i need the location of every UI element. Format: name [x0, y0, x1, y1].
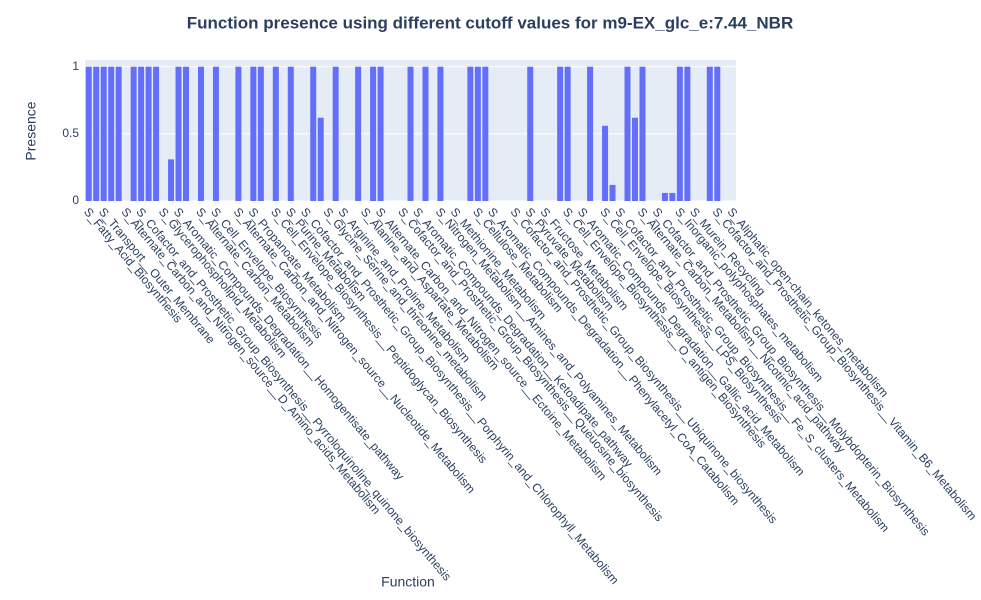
- bar: [587, 66, 594, 201]
- bar: [138, 66, 145, 201]
- y-axis-label: Presence: [23, 101, 39, 160]
- x-tick-label: S_Cofactor_and_Prosthetic_Group_Biosynth…: [650, 205, 933, 538]
- bar: [235, 66, 242, 201]
- bar: [377, 66, 384, 201]
- bar: [467, 66, 474, 201]
- bar: [437, 66, 444, 201]
- bar: [624, 66, 631, 201]
- bar: [714, 66, 721, 201]
- bar: [706, 66, 713, 201]
- bar: [257, 66, 264, 201]
- bar: [197, 66, 204, 201]
- y-tick-label: 0.5: [62, 126, 79, 140]
- bar: [332, 66, 339, 201]
- chart-title: Function presence using different cutoff…: [187, 13, 793, 32]
- bar: [212, 66, 219, 201]
- y-tick-label: 1: [72, 59, 79, 73]
- bar: [639, 66, 646, 201]
- bar: [183, 66, 190, 201]
- bar: [676, 66, 683, 201]
- bar: [272, 66, 279, 201]
- x-axis-label: Function: [381, 574, 435, 590]
- bar: [370, 66, 377, 201]
- y-tick-label: 0: [72, 193, 79, 207]
- bar: [631, 117, 638, 201]
- bar: [609, 184, 616, 201]
- bar: [287, 66, 294, 201]
- bar: [93, 66, 100, 201]
- bar: [527, 66, 534, 201]
- bar: [602, 125, 609, 201]
- bar: [100, 66, 107, 201]
- bar: [422, 66, 429, 201]
- bar: [482, 66, 489, 201]
- bar: [684, 66, 691, 201]
- bar: [407, 66, 414, 201]
- bar: [661, 192, 668, 201]
- bar: [317, 117, 324, 201]
- bar: [108, 66, 115, 201]
- bar: [85, 66, 92, 201]
- bar: [145, 66, 152, 201]
- bar: [564, 66, 571, 201]
- bar: [175, 66, 182, 201]
- bar: [474, 66, 481, 201]
- bar: [310, 66, 317, 201]
- bar: [557, 66, 564, 201]
- bar: [153, 66, 160, 201]
- bar: [115, 66, 122, 201]
- bar: [130, 66, 137, 201]
- bar: [669, 192, 676, 201]
- bar: [250, 66, 257, 201]
- bar: [168, 159, 175, 201]
- bar: [355, 66, 362, 201]
